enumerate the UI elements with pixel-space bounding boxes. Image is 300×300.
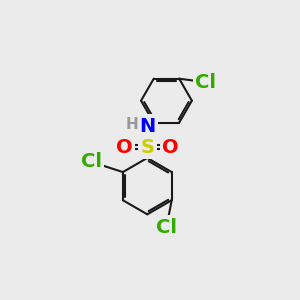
Text: Cl: Cl	[195, 73, 216, 92]
Text: Cl: Cl	[156, 218, 177, 237]
Text: H: H	[126, 117, 139, 132]
Text: O: O	[116, 138, 133, 157]
Text: O: O	[162, 138, 179, 157]
Text: Cl: Cl	[81, 152, 102, 171]
Text: S: S	[140, 138, 154, 157]
Text: N: N	[139, 117, 155, 136]
